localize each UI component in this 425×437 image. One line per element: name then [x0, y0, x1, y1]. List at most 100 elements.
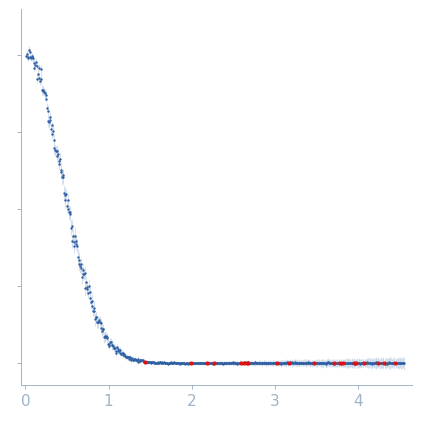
Point: [191, 359, 198, 366]
Point: [340, 360, 347, 367]
Point: [331, 360, 338, 367]
Point: [121, 353, 128, 360]
Point: [151, 359, 158, 366]
Point: [68, 222, 75, 229]
Point: [339, 359, 346, 366]
Point: [348, 360, 354, 367]
Point: [374, 360, 380, 367]
Point: [303, 360, 310, 367]
Point: [297, 360, 303, 367]
Point: [174, 360, 181, 367]
Point: [157, 359, 164, 366]
Point: [347, 360, 354, 367]
Point: [251, 360, 258, 367]
Point: [308, 360, 314, 367]
Point: [224, 360, 230, 367]
Point: [247, 359, 254, 366]
Point: [327, 360, 334, 367]
Point: [182, 360, 189, 367]
Point: [127, 354, 133, 361]
Point: [166, 360, 173, 367]
Point: [346, 360, 353, 367]
Point: [116, 347, 123, 354]
Point: [243, 360, 250, 367]
Point: [112, 347, 119, 354]
Point: [334, 360, 341, 367]
Point: [116, 347, 122, 354]
Point: [292, 358, 299, 365]
Point: [48, 125, 54, 132]
Point: [235, 360, 241, 367]
Point: [196, 360, 203, 367]
Point: [133, 357, 140, 364]
Point: [280, 359, 286, 366]
Point: [101, 334, 108, 341]
Point: [287, 359, 294, 366]
Point: [313, 360, 320, 367]
Point: [359, 360, 366, 367]
Point: [169, 360, 176, 367]
Point: [56, 158, 62, 165]
Point: [343, 360, 349, 367]
Point: [94, 319, 100, 326]
Point: [299, 359, 306, 366]
Point: [382, 360, 389, 367]
Point: [68, 224, 74, 231]
Point: [341, 360, 348, 367]
Point: [326, 360, 332, 367]
Point: [277, 360, 283, 367]
Point: [345, 359, 351, 366]
Point: [113, 344, 120, 351]
Point: [92, 314, 99, 321]
Point: [231, 360, 238, 367]
Point: [85, 289, 91, 296]
Point: [193, 359, 200, 366]
Point: [85, 283, 92, 290]
Point: [142, 359, 149, 366]
Point: [93, 314, 100, 321]
Point: [337, 359, 343, 366]
Point: [50, 144, 57, 151]
Point: [353, 359, 360, 366]
Point: [118, 350, 125, 357]
Point: [227, 359, 233, 366]
Point: [102, 333, 109, 340]
Point: [53, 153, 60, 160]
Point: [80, 271, 87, 277]
Point: [336, 359, 343, 366]
Point: [379, 359, 386, 366]
Point: [185, 360, 192, 367]
Point: [231, 360, 238, 367]
Point: [380, 360, 387, 367]
Point: [218, 360, 224, 367]
Point: [79, 273, 85, 280]
Point: [28, 54, 34, 61]
Point: [134, 358, 141, 365]
Point: [377, 360, 384, 367]
Point: [48, 121, 55, 128]
Point: [215, 360, 222, 367]
Point: [96, 316, 102, 323]
Point: [220, 360, 227, 367]
Point: [165, 359, 172, 366]
Point: [399, 359, 405, 366]
Point: [201, 359, 208, 366]
Point: [121, 351, 128, 358]
Point: [112, 345, 119, 352]
Point: [365, 359, 371, 366]
Point: [160, 359, 167, 366]
Point: [23, 50, 30, 57]
Point: [142, 359, 149, 366]
Point: [212, 360, 219, 367]
Point: [139, 357, 146, 364]
Point: [264, 360, 270, 367]
Point: [391, 360, 398, 367]
Point: [329, 360, 336, 367]
Point: [278, 360, 284, 367]
Point: [204, 360, 210, 367]
Point: [156, 359, 163, 366]
Point: [91, 308, 98, 315]
Point: [122, 352, 129, 359]
Point: [354, 359, 360, 366]
Point: [266, 359, 272, 366]
